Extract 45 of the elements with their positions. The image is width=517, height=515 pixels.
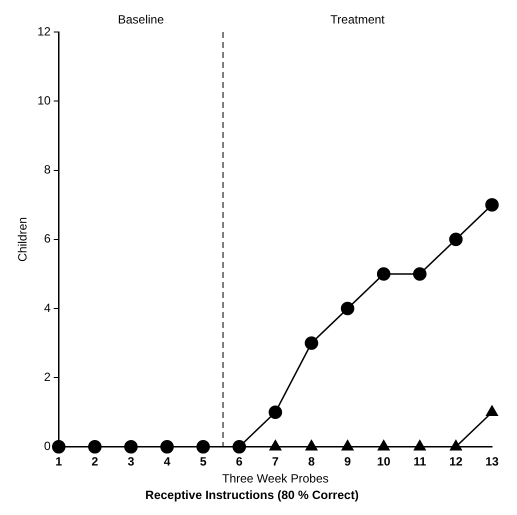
point — [306, 440, 318, 451]
point — [268, 405, 282, 419]
point — [376, 267, 390, 281]
text: Treatment — [330, 12, 386, 26]
x-tick-label: 12 — [449, 454, 463, 468]
x-tick-label: 13 — [485, 454, 499, 468]
text: Baseline — [118, 12, 164, 26]
x-tick-label: 11 — [413, 454, 426, 468]
point — [486, 405, 498, 416]
point — [449, 232, 463, 246]
x-tick-label: 7 — [272, 454, 280, 468]
point — [413, 267, 427, 281]
x-tick-label: 4 — [164, 454, 171, 468]
y-tick-label: 12 — [37, 24, 52, 38]
x-tick-label: 9 — [344, 454, 352, 468]
point — [485, 198, 499, 212]
text: Receptive Instructions (80 % Correct) — [145, 488, 359, 502]
point — [88, 440, 102, 454]
y-tick-label: 4 — [44, 300, 52, 315]
y-tick-label: 10 — [37, 93, 52, 108]
x-tick-label: 2 — [92, 454, 99, 468]
x-tick-label: 5 — [200, 454, 207, 468]
point — [269, 440, 282, 451]
x-tick-label: 8 — [308, 454, 316, 468]
point — [342, 440, 354, 451]
point — [160, 440, 174, 454]
point — [196, 440, 210, 454]
x-tick-label: 1 — [55, 454, 62, 468]
point — [414, 440, 426, 451]
point — [124, 440, 138, 454]
point — [450, 440, 462, 451]
x-tick-label: 10 — [377, 454, 391, 468]
x-tick-label: 3 — [128, 454, 135, 468]
y-tick-label: 6 — [44, 232, 52, 246]
point — [378, 440, 390, 451]
y-tick-label: 0 — [44, 439, 52, 454]
y-tick-label: 2 — [44, 370, 52, 384]
y-axis-title: Children — [16, 217, 30, 262]
x-axis-title: Three Week Probes — [222, 472, 329, 486]
point — [304, 336, 318, 350]
point — [232, 440, 246, 454]
x-tick-label: 6 — [236, 454, 243, 468]
y-tick-label: 8 — [44, 162, 52, 177]
point — [340, 302, 354, 316]
point — [52, 440, 66, 454]
